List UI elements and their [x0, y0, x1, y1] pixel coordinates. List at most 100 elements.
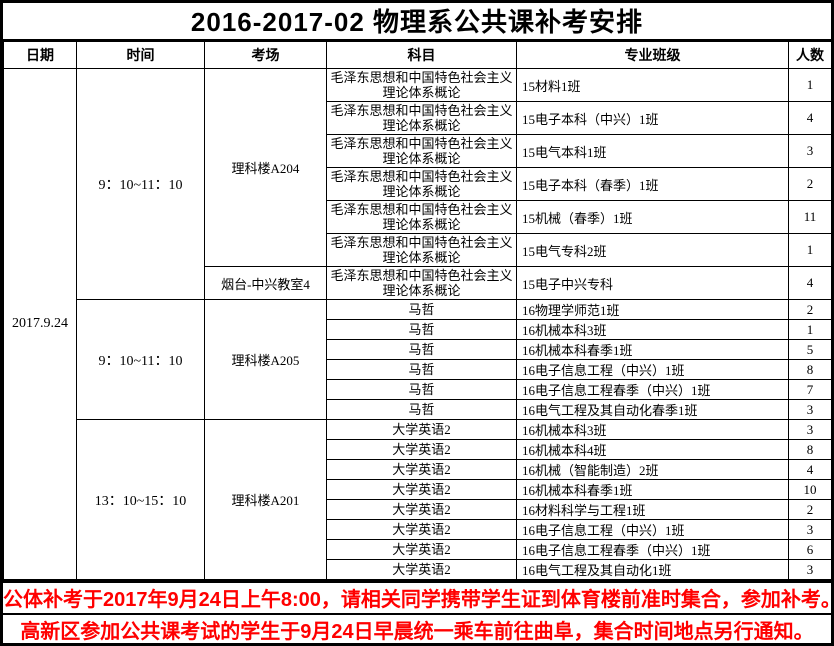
class-cell: 15机械（春季）1班: [516, 200, 789, 234]
subject-cell: 大学英语2: [326, 499, 517, 520]
time-cell: 9：10~11：10: [76, 299, 205, 420]
table-row: 马哲 16机械本科3班 1: [4, 319, 831, 340]
table-row: 毛泽东思想和中国特色社会主义理论体系概论 15电子本科（春季）1班 2: [4, 167, 831, 201]
subject-cell: 毛泽东思想和中国特色社会主义理论体系概论: [326, 167, 517, 201]
count-cell: 3: [788, 559, 831, 580]
class-cell: 16机械（智能制造）2班: [516, 459, 789, 480]
subject-cell: 马哲: [326, 359, 517, 380]
count-cell: 11: [788, 200, 831, 234]
count-cell: 4: [788, 266, 831, 300]
time-cell: 9：10~11：10: [76, 68, 205, 300]
class-cell: 15电子本科（春季）1班: [516, 167, 789, 201]
count-cell: 3: [788, 419, 831, 440]
class-cell: 16电气工程及其自动化1班: [516, 559, 789, 580]
class-cell: 16电子信息工程（中兴）1班: [516, 519, 789, 540]
class-cell: 16机械本科3班: [516, 419, 789, 440]
count-cell: 2: [788, 499, 831, 520]
subject-cell: 马哲: [326, 399, 517, 420]
count-cell: 2: [788, 167, 831, 201]
class-cell: 15电气本科1班: [516, 134, 789, 168]
page-title: 2016-2017-02 物理系公共课补考安排: [3, 3, 831, 41]
class-cell: 16电子信息工程（中兴）1班: [516, 359, 789, 380]
class-cell: 16机械本科4班: [516, 439, 789, 460]
table-row: 烟台-中兴教室4 毛泽东思想和中国特色社会主义理论体系概论 15电子中兴专科 4: [4, 266, 831, 300]
time-cell: 13：10~15：10: [76, 419, 205, 580]
class-cell: 16机械本科3班: [516, 319, 789, 340]
table-row: 毛泽东思想和中国特色社会主义理论体系概论 15电子本科（中兴）1班 4: [4, 101, 831, 135]
table-row: 大学英语2 16材料科学与工程1班 2: [4, 499, 831, 520]
table-row: 马哲 16机械本科春季1班 5: [4, 339, 831, 360]
subject-cell: 毛泽东思想和中国特色社会主义理论体系概论: [326, 200, 517, 234]
table-row: 大学英语2 16机械（智能制造）2班 4: [4, 459, 831, 480]
count-cell: 8: [788, 359, 831, 380]
class-cell: 15材料1班: [516, 68, 789, 102]
count-cell: 1: [788, 68, 831, 102]
table-row: 大学英语2 16电子信息工程春季（中兴）1班 6: [4, 539, 831, 560]
count-cell: 10: [788, 479, 831, 500]
class-cell: 16电子信息工程春季（中兴）1班: [516, 539, 789, 560]
class-cell: 15电子本科（中兴）1班: [516, 101, 789, 135]
count-cell: 1: [788, 319, 831, 340]
room-cell: 理科楼A205: [204, 299, 327, 420]
class-cell: 15电气专科2班: [516, 233, 789, 267]
date-cell: 2017.9.24: [3, 68, 77, 580]
class-cell: 16材料科学与工程1班: [516, 499, 789, 520]
subject-cell: 马哲: [326, 299, 517, 320]
count-cell: 2: [788, 299, 831, 320]
subject-cell: 马哲: [326, 379, 517, 400]
table-row: 马哲 16电子信息工程春季（中兴）1班 7: [4, 379, 831, 400]
class-cell: 16机械本科春季1班: [516, 479, 789, 500]
class-cell: 16电子信息工程春季（中兴）1班: [516, 379, 789, 400]
column-header-subject: 科目: [326, 41, 517, 69]
count-cell: 3: [788, 134, 831, 168]
table-row: 大学英语2 16电气工程及其自动化1班 3: [4, 559, 831, 580]
subject-cell: 大学英语2: [326, 559, 517, 580]
subject-cell: 大学英语2: [326, 419, 517, 440]
count-cell: 3: [788, 519, 831, 540]
table-row: 13：10~15：10 理科楼A201 大学英语2 16机械本科3班 3: [4, 419, 831, 580]
subject-cell: 毛泽东思想和中国特色社会主义理论体系概论: [326, 101, 517, 135]
table-row: 大学英语2 16电子信息工程（中兴）1班 3: [4, 519, 831, 540]
column-header-time: 时间: [76, 41, 205, 69]
room-cell: 烟台-中兴教室4: [204, 266, 327, 300]
table-row: 9：10~11：10 理科楼A205 马哲 16物理学师范1班 2: [4, 299, 831, 420]
subject-cell: 马哲: [326, 319, 517, 340]
class-cell: 15电子中兴专科: [516, 266, 789, 300]
count-cell: 8: [788, 439, 831, 460]
notice-pe-makeup: 公体补考于2017年9月24日上午8:00，请相关同学携带学生证到体育楼前准时集…: [3, 580, 831, 615]
subject-cell: 大学英语2: [326, 459, 517, 480]
notice-hi-tech-zone: 高新区参加公共课考试的学生于9月24日早晨统一乘车前往曲阜，集合时间地点另行通知…: [20, 621, 814, 643]
table-row: 毛泽东思想和中国特色社会主义理论体系概论 15机械（春季）1班 11: [4, 200, 831, 234]
table-row: 2017.9.24 9：10~11：10 理科楼A204 毛泽东思想和中国特色社会主义…: [3, 68, 831, 580]
table-row: 大学英语2 16机械本科春季1班 10: [4, 479, 831, 500]
table-row: 马哲 16电气工程及其自动化春季1班 3: [4, 399, 831, 420]
header-row: 日期 时间 考场 科目 专业班级 人数: [3, 41, 831, 69]
count-cell: 1: [788, 233, 831, 267]
count-cell: 7: [788, 379, 831, 400]
table-row: 毛泽东思想和中国特色社会主义理论体系概论 15电气专科2班 1: [4, 233, 831, 267]
subject-cell: 毛泽东思想和中国特色社会主义理论体系概论: [326, 134, 517, 168]
count-cell: 4: [788, 101, 831, 135]
room-cell: 理科楼A204: [204, 68, 327, 267]
class-cell: 16物理学师范1班: [516, 299, 789, 320]
room-cell: 理科楼A201: [204, 419, 327, 580]
subject-cell: 大学英语2: [326, 479, 517, 500]
column-header-count: 人数: [788, 41, 831, 69]
class-cell: 16电气工程及其自动化春季1班: [516, 399, 789, 420]
class-cell: 16机械本科春季1班: [516, 339, 789, 360]
count-cell: 5: [788, 339, 831, 360]
subject-cell: 毛泽东思想和中国特色社会主义理论体系概论: [326, 266, 517, 300]
column-header-class: 专业班级: [516, 41, 789, 69]
count-cell: 6: [788, 539, 831, 560]
table-row: 毛泽东思想和中国特色社会主义理论体系概论 15电气本科1班 3: [4, 134, 831, 168]
subject-cell: 大学英语2: [326, 539, 517, 560]
column-header-room: 考场: [204, 41, 327, 69]
subject-cell: 大学英语2: [326, 439, 517, 460]
subject-cell: 毛泽东思想和中国特色社会主义理论体系概论: [326, 68, 517, 102]
subject-cell: 马哲: [326, 339, 517, 360]
column-header-date: 日期: [3, 41, 77, 69]
exam-schedule-table: 日期 时间 考场 科目 专业班级 人数 2017.9.24 9：10~11：10 理…: [3, 41, 831, 580]
subject-cell: 大学英语2: [326, 519, 517, 540]
count-cell: 4: [788, 459, 831, 480]
